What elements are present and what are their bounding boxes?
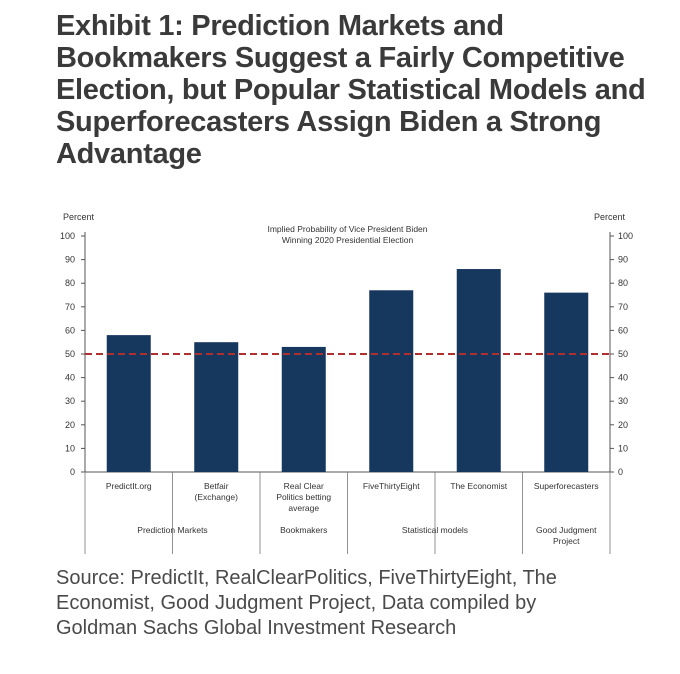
title-line: Bookmakers Suggest a Fairly Competitive — [56, 42, 625, 74]
y-tick-label-right: 100 — [618, 231, 633, 241]
category-label: Superforecasters — [534, 481, 599, 491]
y-tick-label-left: 10 — [65, 443, 75, 453]
y-tick-label-right: 40 — [618, 373, 628, 383]
group-label: Good Judgment — [536, 525, 597, 535]
group-label: Bookmakers — [280, 525, 327, 535]
category-label: FiveThirtyEight — [363, 481, 420, 491]
bar — [106, 335, 151, 472]
y-tick-label-right: 50 — [618, 349, 628, 359]
category-label: average — [288, 503, 319, 513]
bar — [544, 292, 589, 472]
group-label: Statistical models — [402, 525, 468, 535]
title-line: Superforecasters Assign Biden a Strong — [56, 106, 602, 138]
y-tick-label-right: 80 — [618, 278, 628, 288]
category-label: Politics betting — [276, 492, 331, 502]
y-tick-label-right: 70 — [618, 302, 628, 312]
category-label: The Economist — [450, 481, 507, 491]
title-line: Election, but Popular Statistical Models… — [56, 74, 646, 106]
category-label: Betfair — [204, 481, 229, 491]
title-line: Advantage — [56, 138, 202, 170]
bar — [456, 269, 501, 472]
category-label: Real Clear — [284, 481, 324, 491]
y-axis-label-right: Percent — [594, 212, 626, 222]
source-line: Economist, Good Judgment Project, Data c… — [56, 592, 537, 614]
chart-title-line: Winning 2020 Presidential Election — [282, 235, 414, 245]
y-tick-label-left: 90 — [65, 255, 75, 265]
bar — [281, 346, 326, 472]
y-tick-label-left: 80 — [65, 278, 75, 288]
bar — [194, 342, 239, 472]
source-line: Goldman Sachs Global Investment Research — [56, 617, 457, 639]
bar — [369, 290, 414, 472]
y-tick-label-right: 10 — [618, 443, 628, 453]
title-line: Exhibit 1: Prediction Markets and — [56, 10, 504, 42]
category-label: (Exchange) — [195, 492, 239, 502]
exhibit-title: Exhibit 1: Prediction Markets and Bookma… — [56, 10, 666, 170]
group-label: Prediction Markets — [137, 525, 207, 535]
y-tick-label-left: 60 — [65, 325, 75, 335]
y-tick-label-right: 90 — [618, 255, 628, 265]
source-line: Source: PredictIt, RealClearPolitics, Fi… — [56, 567, 557, 589]
y-tick-label-right: 0 — [618, 467, 623, 477]
y-tick-label-left: 70 — [65, 302, 75, 312]
y-tick-label-left: 100 — [60, 231, 75, 241]
y-tick-label-right: 60 — [618, 325, 628, 335]
chart-title-line: Implied Probability of Vice President Bi… — [267, 224, 427, 234]
y-tick-label-left: 50 — [65, 349, 75, 359]
category-label: PredictIt.org — [106, 481, 152, 491]
y-tick-label-left: 20 — [65, 420, 75, 430]
y-axis-label-left: Percent — [63, 212, 95, 222]
bar-chart: Percent Percent Implied Probability of Vic… — [60, 212, 633, 554]
source-note: Source: PredictIt, RealClearPolitics, Fi… — [56, 566, 666, 641]
group-label: Project — [553, 536, 580, 546]
y-tick-label-left: 30 — [65, 396, 75, 406]
y-tick-label-right: 20 — [618, 420, 628, 430]
y-tick-label-left: 40 — [65, 373, 75, 383]
y-tick-label-left: 0 — [70, 467, 75, 477]
y-tick-label-right: 30 — [618, 396, 628, 406]
